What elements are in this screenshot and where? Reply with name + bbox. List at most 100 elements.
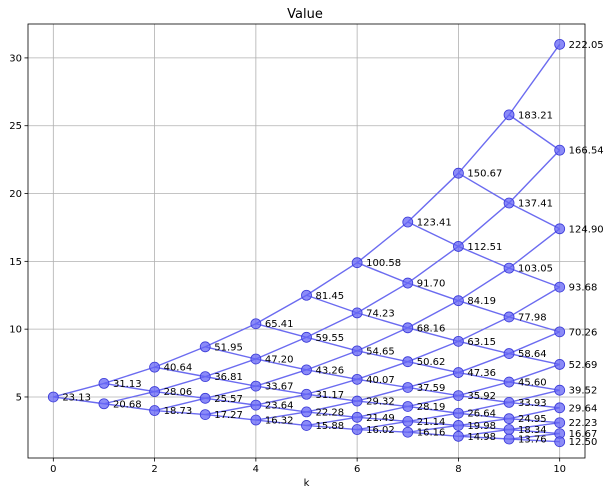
tree-edge — [103, 403, 155, 412]
tree-edge — [407, 394, 459, 408]
node-value-label: 16.32 — [265, 416, 294, 427]
tree-edge — [255, 294, 307, 325]
node-value-label: 93.68 — [569, 283, 598, 294]
tree-node-marker — [554, 436, 566, 448]
tree-node-marker — [402, 216, 414, 228]
tree-node-marker — [503, 376, 515, 388]
node-value-label: 16.16 — [417, 428, 446, 439]
node-value-label: 35.92 — [467, 391, 496, 402]
y-tick-label: 5 — [16, 392, 22, 403]
tree-node-marker — [554, 402, 566, 414]
tree-node-marker — [554, 281, 566, 293]
tree-node-marker — [402, 415, 414, 427]
tree-edge — [508, 228, 561, 269]
tree-edge — [356, 350, 408, 363]
node-value-label: 31.17 — [316, 390, 345, 401]
x-tick-label: 8 — [455, 464, 461, 475]
tree-edge — [205, 397, 256, 406]
tree-edge — [357, 420, 408, 431]
plot-frame — [27, 23, 586, 459]
tree-edge — [508, 267, 560, 288]
node-value-label: 29.64 — [569, 403, 598, 414]
tree-node-marker — [503, 262, 515, 274]
tree-edge — [508, 331, 560, 355]
tree-node-marker — [98, 398, 110, 410]
tree-node-marker — [453, 407, 464, 419]
tree-edge — [407, 386, 459, 397]
tree-edge — [508, 43, 561, 116]
tree-edge — [508, 352, 560, 366]
node-value-label: 36.81 — [214, 372, 243, 383]
tree-edge — [458, 424, 510, 431]
node-value-label: 77.98 — [518, 312, 547, 323]
node-value-label: 22.23 — [569, 418, 598, 429]
tree-edge — [508, 202, 560, 230]
tree-node-marker — [402, 277, 414, 289]
tree-edge — [255, 336, 307, 360]
node-value-label: 47.36 — [467, 368, 496, 379]
node-value-label: 137.41 — [518, 199, 553, 210]
node-value-label: 54.65 — [366, 346, 395, 357]
node-value-label: 33.93 — [518, 398, 547, 409]
tree-edge — [508, 363, 560, 383]
tree-edge — [255, 358, 307, 371]
tree-node-marker — [554, 326, 566, 338]
y-tick-label: 25 — [9, 121, 22, 132]
tree-edge — [306, 411, 358, 419]
tree-edge — [356, 386, 408, 402]
tree-edge — [509, 438, 560, 443]
tree-edge — [306, 400, 358, 413]
node-value-label: 17.27 — [214, 410, 243, 421]
node-value-label: 84.19 — [467, 296, 496, 307]
tree-node-marker — [453, 295, 464, 307]
y-tick-label: 15 — [9, 257, 22, 268]
tree-edge — [306, 416, 358, 427]
node-value-label: 14.98 — [467, 432, 496, 443]
y-tick-label: 20 — [9, 189, 22, 200]
node-value-label: 22.28 — [316, 407, 345, 418]
tree-edge — [508, 316, 560, 333]
tree-node-marker — [351, 307, 363, 319]
node-value-label: 16.02 — [366, 425, 395, 436]
tree-edge — [458, 394, 510, 404]
x-tick-label: 4 — [253, 464, 259, 475]
node-value-label: 52.69 — [569, 360, 598, 371]
tree-edge — [458, 245, 510, 269]
tree-edge — [205, 346, 257, 360]
tree-edge — [204, 358, 257, 378]
tree-edge — [458, 352, 510, 374]
tree-edge — [103, 366, 155, 385]
tree-node-marker — [503, 348, 515, 359]
tree-node-marker — [250, 399, 262, 411]
tree-edge — [356, 405, 408, 418]
tree-edge — [356, 221, 409, 264]
tree-node-marker — [301, 388, 312, 400]
node-value-label: 100.58 — [366, 258, 401, 269]
tree-edge — [458, 417, 510, 427]
tree-edge — [458, 428, 510, 437]
tree-edge — [508, 422, 560, 431]
x-tick-label: 2 — [151, 464, 157, 475]
node-value-label: 23.13 — [62, 392, 91, 403]
node-value-label: 81.45 — [316, 291, 345, 302]
tree-edge — [356, 262, 409, 284]
tree-node-marker — [503, 424, 515, 435]
tree-edge — [508, 432, 560, 440]
tree-edge — [407, 300, 459, 329]
tree-node-marker — [199, 371, 211, 383]
tree-edge — [255, 404, 307, 413]
tree-node-marker — [503, 433, 515, 445]
tree-edge — [458, 172, 510, 204]
node-value-label: 58.64 — [518, 349, 547, 360]
node-value-label: 112.51 — [467, 242, 502, 253]
tree-node-marker — [301, 289, 312, 301]
node-value-label: 21.49 — [366, 413, 395, 424]
tree-edge — [458, 267, 510, 302]
tree-node-marker — [554, 144, 566, 156]
tree-edge — [306, 378, 358, 395]
node-value-label: 18.34 — [518, 425, 547, 436]
node-value-label: 20.68 — [113, 399, 142, 410]
tree-edge — [407, 172, 459, 223]
tree-edge — [53, 382, 105, 398]
